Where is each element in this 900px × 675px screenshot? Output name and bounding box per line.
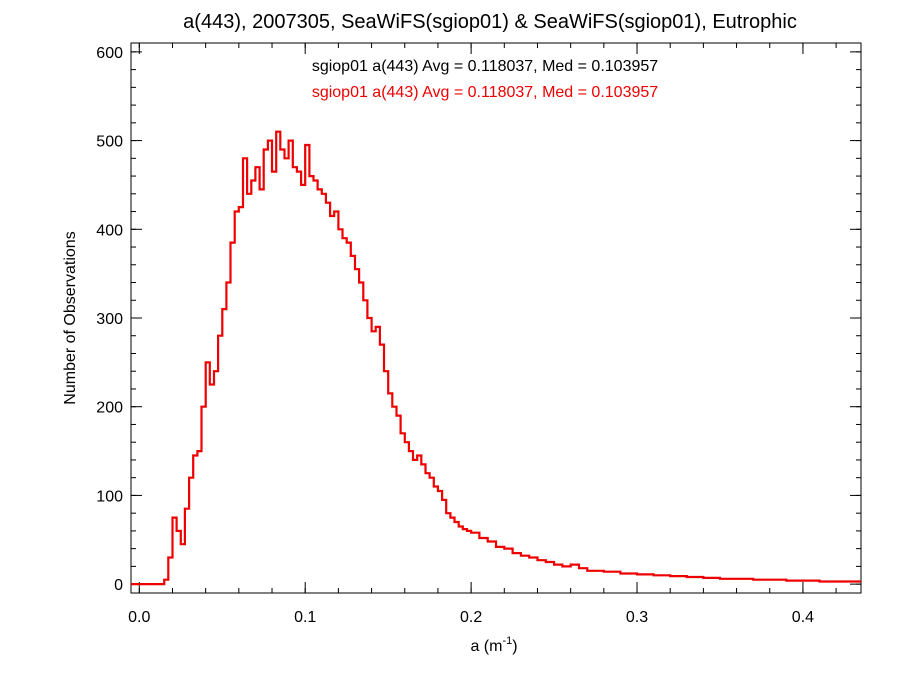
histogram-series-line <box>131 130 861 586</box>
x-tick-label: 0.1 <box>294 609 316 626</box>
annotation-group: sgiop01 a(443) Avg = 0.118037, Med = 0.1… <box>312 58 658 101</box>
x-tick-label: 0.0 <box>128 609 150 626</box>
y-tick-label: 500 <box>96 134 123 151</box>
x-axis-label-main: a (m <box>470 638 502 655</box>
x-tick-label: 0.3 <box>626 609 648 626</box>
x-axis-label-close: ) <box>512 638 517 655</box>
stats-annotation-red: sgiop01 a(443) Avg = 0.118037, Med = 0.1… <box>312 84 658 101</box>
y-tick-label: 100 <box>96 488 123 505</box>
major-ticks <box>131 43 861 593</box>
y-tick-label: 600 <box>96 45 123 62</box>
minor-ticks <box>131 43 861 593</box>
y-tick-label: 400 <box>96 222 123 239</box>
x-tick-label: 0.2 <box>460 609 482 626</box>
x-tick-labels: 0.0 0.1 0.2 0.3 0.4 <box>128 609 814 626</box>
y-tick-label: 200 <box>96 400 123 417</box>
chart-title: a(443), 2007305, SeaWiFS(sgiop01) & SeaW… <box>183 11 797 33</box>
y-tick-label: 0 <box>114 577 123 594</box>
plot-frame <box>130 42 862 594</box>
x-tick-label: 0.4 <box>792 609 814 626</box>
y-tick-label: 300 <box>96 311 123 328</box>
x-axis-label: a (m-1) <box>470 635 517 655</box>
stats-annotation-black: sgiop01 a(443) Avg = 0.118037, Med = 0.1… <box>312 58 658 75</box>
y-axis-label: Number of Observations <box>62 231 79 404</box>
y-tick-labels: 0 100 200 300 400 500 600 <box>96 45 123 594</box>
x-axis-label-superscript: -1 <box>502 635 512 647</box>
